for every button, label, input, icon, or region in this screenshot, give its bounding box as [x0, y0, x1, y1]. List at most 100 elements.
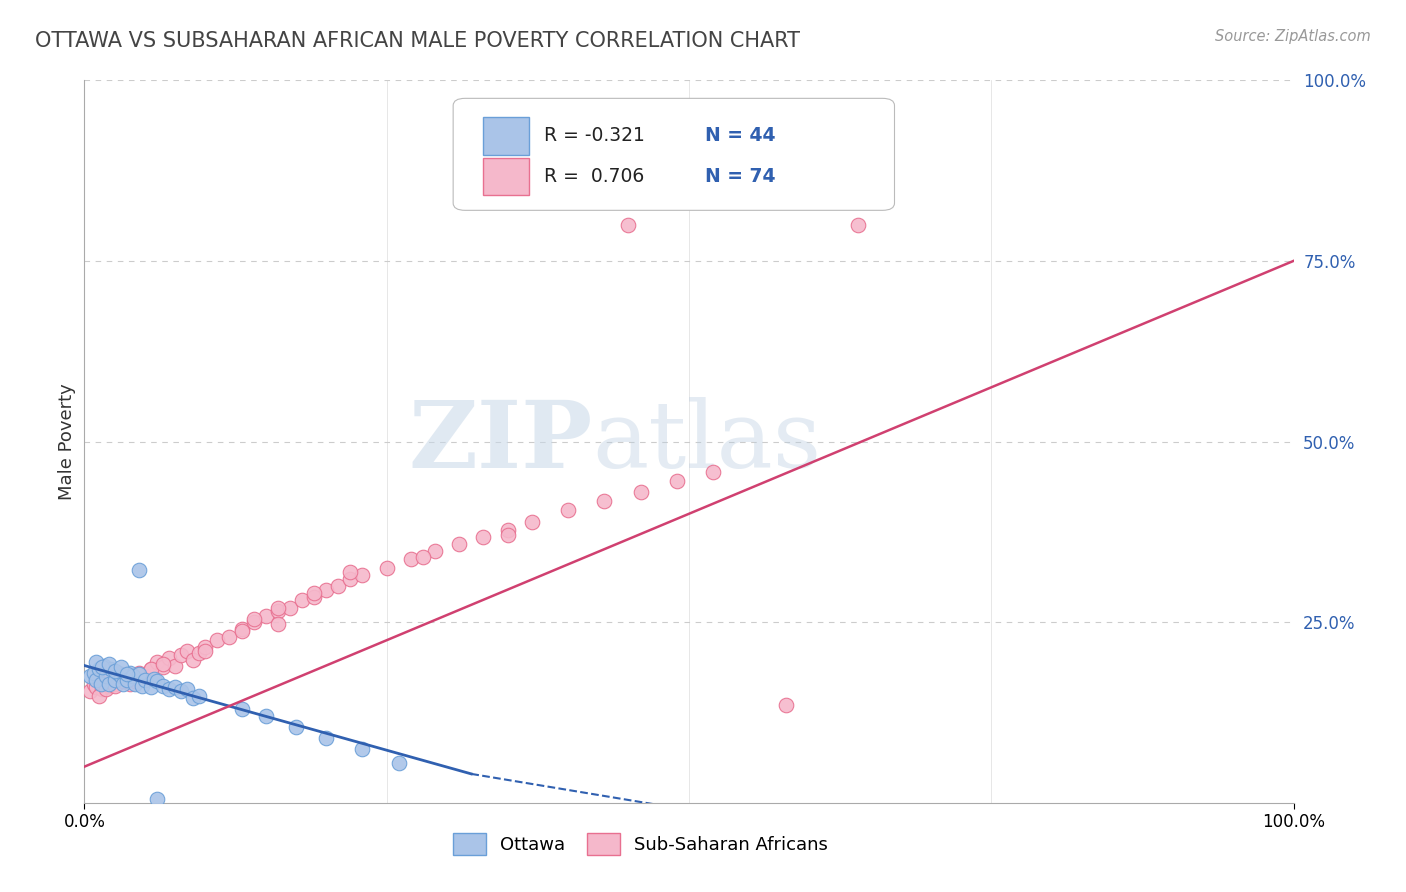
Point [254, 709, 277, 723]
Point [846, 218, 869, 232]
Point [100, 669, 122, 683]
Text: atlas: atlas [592, 397, 821, 486]
Point [423, 544, 446, 558]
Text: R = -0.321: R = -0.321 [544, 127, 645, 145]
Point [128, 665, 150, 680]
Point [339, 565, 361, 579]
Point [115, 669, 138, 683]
Point [110, 669, 132, 683]
Point [328, 579, 350, 593]
Point [617, 218, 640, 232]
Point [97, 679, 120, 693]
Point [194, 640, 217, 655]
Point [665, 475, 688, 489]
Point [86, 673, 108, 687]
Point [449, 537, 471, 551]
Point [139, 662, 162, 676]
Point [112, 676, 135, 690]
Point [231, 624, 253, 638]
Point [107, 673, 129, 687]
Point [188, 646, 211, 660]
Point [165, 658, 187, 673]
Text: N = 44: N = 44 [704, 127, 775, 145]
Point [146, 655, 169, 669]
Point [79, 669, 101, 683]
Point [170, 648, 193, 662]
Point [86, 680, 108, 694]
Point [557, 503, 579, 517]
Point [110, 667, 132, 681]
Point [315, 582, 337, 597]
Text: Source: ZipAtlas.com: Source: ZipAtlas.com [1215, 29, 1371, 44]
Point [134, 673, 156, 687]
Point [104, 676, 127, 690]
Point [194, 644, 217, 658]
Text: ZIP: ZIP [408, 397, 592, 486]
Point [188, 689, 211, 703]
Point [496, 523, 519, 537]
Point [520, 516, 543, 530]
Point [79, 683, 101, 698]
Point [83, 665, 105, 680]
FancyBboxPatch shape [484, 158, 529, 195]
Point [90, 676, 112, 690]
Point [231, 623, 253, 637]
Point [128, 667, 150, 681]
Point [157, 681, 180, 696]
Point [302, 586, 325, 600]
Point [399, 551, 422, 566]
Point [128, 563, 150, 577]
Point [231, 702, 253, 716]
Point [94, 681, 117, 696]
Point [93, 658, 115, 673]
Point [97, 657, 120, 671]
Point [124, 676, 146, 690]
Point [284, 720, 308, 734]
Point [107, 665, 129, 680]
Point [97, 676, 120, 690]
Point [139, 662, 162, 676]
Point [139, 680, 162, 694]
Point [152, 679, 174, 693]
Point [254, 609, 277, 624]
Point [267, 604, 290, 618]
Point [100, 662, 122, 676]
Point [104, 679, 127, 693]
Point [124, 674, 146, 689]
Point [267, 616, 290, 631]
Point [775, 698, 797, 713]
Point [143, 672, 166, 686]
Point [339, 572, 361, 586]
Point [104, 665, 127, 679]
Point [86, 655, 108, 669]
Point [302, 590, 325, 604]
Point [375, 561, 398, 575]
Point [176, 644, 198, 658]
Point [496, 528, 519, 542]
Point [131, 679, 153, 693]
Point [87, 689, 110, 703]
Text: R =  0.706: R = 0.706 [544, 167, 644, 186]
Point [472, 530, 495, 544]
Point [94, 674, 117, 689]
Point [207, 633, 229, 648]
Point [267, 600, 290, 615]
Point [146, 792, 169, 806]
Text: N = 74: N = 74 [704, 167, 775, 186]
Point [218, 630, 240, 644]
Point [112, 674, 135, 689]
Point [352, 741, 374, 756]
Point [83, 676, 105, 690]
Point [115, 673, 138, 687]
Point [91, 681, 114, 696]
Point [630, 485, 652, 500]
Point [121, 672, 143, 686]
Point [593, 493, 616, 508]
Point [121, 669, 143, 683]
Y-axis label: Male Poverty: Male Poverty [58, 384, 76, 500]
Point [170, 683, 193, 698]
FancyBboxPatch shape [484, 117, 529, 154]
Point [181, 653, 204, 667]
Point [128, 667, 150, 681]
Point [94, 669, 117, 683]
